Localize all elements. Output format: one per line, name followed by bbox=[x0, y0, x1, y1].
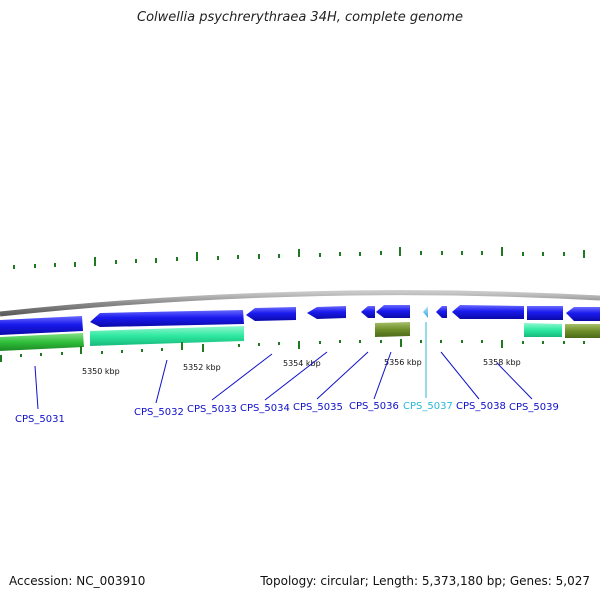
leader-cps5039 bbox=[496, 362, 533, 400]
cog-block-olive-1 bbox=[375, 322, 410, 337]
gene-label-cps5038[interactable]: CPS_5038 bbox=[456, 401, 506, 412]
gene-arrow-cps5032[interactable] bbox=[90, 310, 244, 327]
leader-cps5038 bbox=[440, 351, 480, 400]
gene-arrow-cps5038a[interactable] bbox=[436, 306, 447, 318]
gene-label-cps5031[interactable]: CPS_5031 bbox=[15, 414, 65, 425]
cog-block-teal-2 bbox=[524, 323, 562, 337]
leader-cps5031 bbox=[34, 365, 39, 410]
leader-cps5036 bbox=[373, 351, 392, 400]
gene-arrow-cps5033[interactable] bbox=[246, 307, 296, 321]
cog-block-olive-2 bbox=[565, 324, 600, 338]
gene-label-cps5035[interactable]: CPS_5035 bbox=[293, 402, 343, 413]
gene-label-cps5034[interactable]: CPS_5034 bbox=[240, 403, 290, 414]
gene-label-cps5033[interactable]: CPS_5033 bbox=[187, 404, 237, 415]
accession-label: Accession: NC_003910 bbox=[9, 574, 146, 588]
cog-block-green bbox=[0, 333, 84, 351]
scale-label: 5358 kbp bbox=[483, 358, 521, 367]
cog-block-teal-1 bbox=[90, 326, 244, 346]
gene-leaders bbox=[34, 322, 533, 410]
gc-ticks-inner bbox=[0, 339, 585, 362]
gene-label-cps5032[interactable]: CPS_5032 bbox=[134, 407, 184, 418]
gene-arrow-cps5036[interactable] bbox=[376, 305, 410, 318]
gene-arrow-cps5031[interactable] bbox=[0, 316, 83, 335]
scale-label: 5356 kbp bbox=[384, 358, 422, 367]
gene-arrow-cps5035[interactable] bbox=[361, 306, 375, 318]
gene-arrow-cps5034[interactable] bbox=[307, 306, 346, 319]
gc-ticks-outer bbox=[13, 247, 585, 269]
gene-label-cps5037[interactable]: CPS_5037 bbox=[403, 401, 453, 412]
gene-arrow-next[interactable] bbox=[566, 307, 600, 321]
map-title: Colwellia psychrerythraea 34H, complete … bbox=[137, 10, 463, 25]
leader-cps5034 bbox=[264, 351, 328, 401]
gene-labels: CPS_5031 CPS_5032 CPS_5033 CPS_5034 CPS_… bbox=[15, 401, 559, 425]
genome-backbone bbox=[0, 290, 600, 317]
scale-label: 5350 kbp bbox=[82, 367, 120, 376]
gene-arrow-cps5038[interactable] bbox=[452, 305, 524, 319]
cds-row-upper bbox=[0, 305, 600, 335]
scale-label: 5354 kbp bbox=[283, 359, 321, 368]
leader-cps5035 bbox=[316, 351, 369, 400]
scale-label: 5352 kbp bbox=[183, 363, 221, 372]
cog-row-lower bbox=[0, 322, 600, 351]
gene-arrow-cps5039[interactable] bbox=[527, 306, 563, 320]
gene-arrow-cps5037[interactable] bbox=[423, 306, 428, 318]
genome-summary: Topology: circular; Length: 5,373,180 bp… bbox=[260, 574, 590, 588]
gene-label-cps5036[interactable]: CPS_5036 bbox=[349, 401, 399, 412]
leader-cps5032 bbox=[155, 359, 168, 404]
scale-labels: 5350 kbp 5352 kbp 5354 kbp 5356 kbp 5358… bbox=[82, 358, 521, 376]
leader-cps5033 bbox=[211, 353, 273, 401]
gene-label-cps5039[interactable]: CPS_5039 bbox=[509, 402, 559, 413]
